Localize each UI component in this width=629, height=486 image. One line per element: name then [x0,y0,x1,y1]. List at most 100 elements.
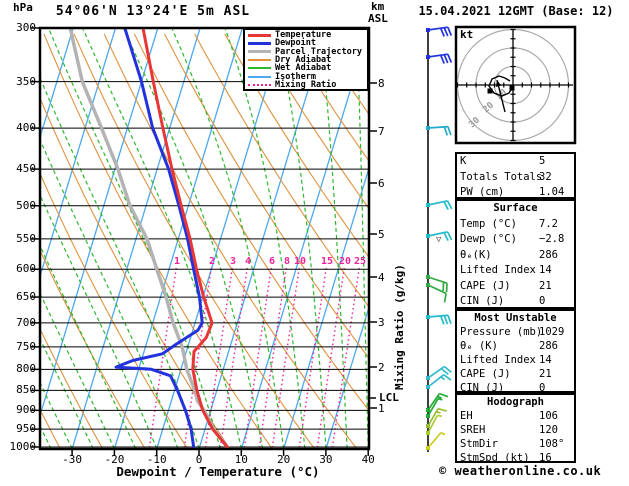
temperature-tick-label: -20 [104,453,125,466]
legend: Temperature Dewpoint Parcel Trajectory Dry … [243,28,369,91]
pressure-tick-label: 350 [16,74,36,88]
wind-barb [426,365,452,380]
dry-adiabat-line [40,249,146,449]
dry-adiabat-line [40,327,104,449]
legend-item-label: Temperature [275,30,332,41]
table-row-value: −2.8 [539,233,565,245]
table-row-value: 0 [539,382,546,394]
table-row-value: 286 [539,248,558,261]
pressure-tick-label: 950 [16,422,36,436]
temperature-tick-label: 30 [319,453,333,466]
table-row-label: StmDir [460,438,498,450]
mixing-ratio-value-label: 20 [338,256,352,267]
sounding-curves [68,28,230,449]
legend-line-sample [248,59,271,62]
table-row-value: 108° [539,438,565,450]
dry-adiabat-line [194,33,369,308]
pressure-tick-label: 600 [16,262,36,276]
pressure-tick-label: 500 [16,198,36,212]
km-tick-label: 5 [378,228,385,241]
table-row-label: Lifted Index [460,264,536,276]
wind-barb [426,314,452,325]
table-row: Pressure (mb) 1029 [457,325,574,339]
pressure-tick-label: 300 [16,21,36,34]
table-row: Lifted Index 14 [457,353,574,367]
table-row-value: 1029 [539,326,565,338]
run-date-title: 15.04.2021 12GMT (Base: 12) [418,4,614,18]
km-tick-label: 1 [378,402,385,415]
table-row-value: 286 [539,340,558,352]
wet-adiabat-line [319,28,348,449]
wet-adiabat-line [40,138,179,449]
wind-barb [426,275,448,293]
wind-barb [426,374,452,389]
legend-item: Parcel Trajectory [248,47,367,56]
table-row-label: Pressure (mb) [460,326,543,338]
table-row-label: θₑ(K) [460,248,492,261]
table-row: θₑ (K) 286 [457,339,574,353]
table-row-value: 7.2 [539,217,558,230]
legend-item-label: Mixing Ratio [275,79,337,90]
dry-adiabat-line [73,33,315,449]
temperature-tick-label: 40 [361,453,375,466]
table-row-value: 0 [539,295,546,307]
table-row: CIN (J) 0 [457,381,574,395]
legend-item: Temperature [248,31,367,39]
temperature-tick-label: 10 [234,453,248,466]
km-tick-label: 3 [378,316,385,329]
pressure-tick-label: 850 [16,383,36,397]
lcl-label: LCL [379,391,399,404]
pressure-tick-label: 800 [16,362,36,376]
mixing-ratio-value-label: 6 [268,256,276,267]
table-row-value: 21 [539,368,552,380]
wind-barb [426,53,453,64]
level-marker-glyph: ▽ [436,235,442,245]
mixing-ratio-value-label: 15 [320,256,334,267]
table-row-label: θₑ (K) [460,340,498,352]
km-tick-label: 2 [378,361,385,374]
table-row: PW (cm) 1.04 [457,185,574,201]
table-row-label: CAPE (J) [460,368,511,380]
legend-item: Mixing Ratio [248,81,367,89]
wind-barb [426,125,452,136]
table-row-label: Dewp (°C) [460,233,517,245]
mixing-ratio-value-label: 2 [208,256,216,267]
table-row: EH 106 [457,409,574,423]
temperature-curve [141,28,230,449]
wind-barb [426,431,446,450]
wet-adiabat-line [122,28,264,449]
indices-table: Most Unstable Pressure (mb) 1029 θₑ (K) 286 L… [455,309,576,395]
table-row-label: StmSpd (kt) [460,452,530,464]
table-row-value: 120 [539,424,558,436]
wet-adiabat-line [81,28,242,449]
wet-adiabat-line [355,28,369,449]
mixing-ratio-value-label: 3 [229,256,237,267]
wet-adiabat-line [40,244,137,449]
wet-adiabat-line [171,28,285,449]
table-row: Temp (°C) 7.2 [457,217,574,233]
mixing-ratio-value-label: 8 [283,256,291,267]
legend-item: Wet Adiabat [248,64,367,73]
table-row-label: Lifted Index [460,354,536,366]
wind-barb-column: ▽ [426,26,453,452]
legend-line-sample [248,33,271,37]
dry-adiabat-line [43,33,273,449]
table-header: Hodograph [487,396,544,408]
legend-item: Dry Adiabat [248,56,367,64]
table-row-label: SREH [460,424,486,436]
pressure-tick-label: 400 [16,121,36,135]
legend-line-sample [248,41,271,45]
legend-line-sample [248,83,271,86]
mixing-ratio-value-label: 10 [293,256,307,267]
wet-adiabat-line [224,28,306,449]
pressure-tick-label: 550 [16,231,36,245]
km-tick-label: 4 [378,271,385,284]
wind-barb [426,231,453,241]
wet-adiabat-line [40,337,94,449]
dry-adiabat-line [224,33,369,259]
pressure-tick-label: 450 [16,162,36,176]
isotherm-line [325,304,369,449]
pressure-axis-unit: hPa [13,1,33,14]
copyright-footer: © weatheronline.co.uk [439,464,602,478]
